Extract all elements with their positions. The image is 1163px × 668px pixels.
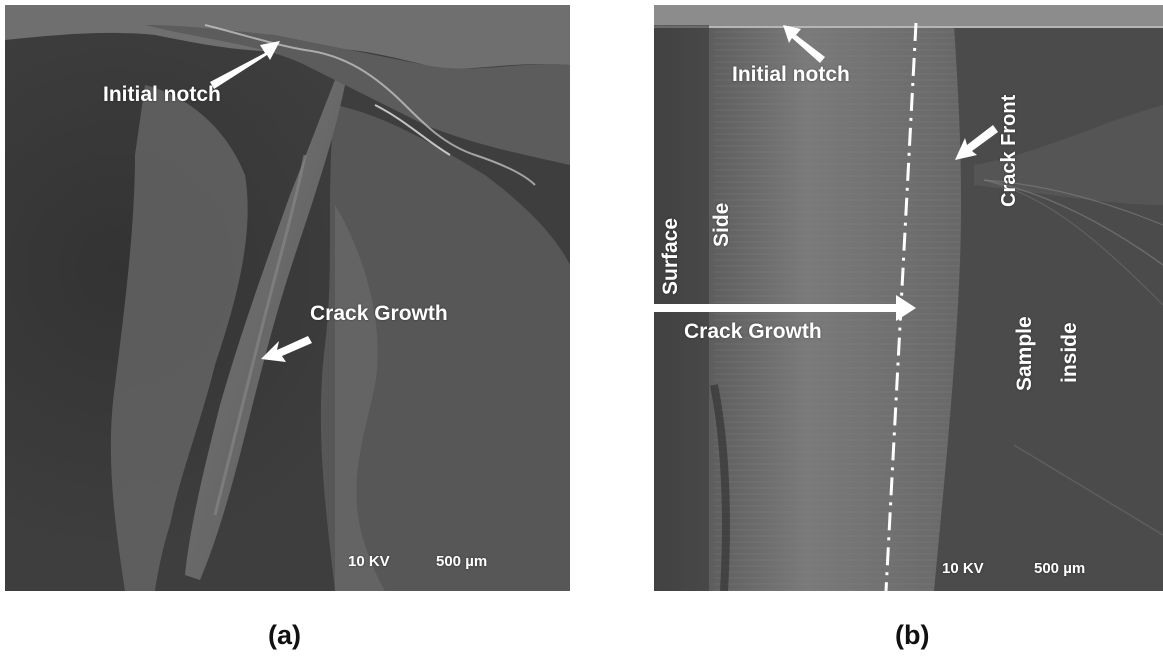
label-initial-notch-a: Initial notch (103, 83, 221, 106)
label-side-b: Side (710, 202, 733, 247)
label-crack-growth-b: Crack Growth (684, 320, 822, 343)
label-sample-b: Sample (1013, 316, 1036, 391)
label-kv-b: 10 KV (942, 560, 984, 577)
sem-micrograph-b (654, 5, 1163, 591)
sem-image-b: Initial notch Crack Front Surface Side C… (654, 5, 1163, 591)
label-kv-a: 10 KV (348, 553, 390, 570)
sem-micrograph-a (5, 5, 570, 591)
label-initial-notch-b: Initial notch (732, 63, 850, 86)
caption-b: (b) (895, 620, 930, 650)
label-surface-b: Surface (659, 217, 682, 295)
caption-a: (a) (268, 620, 301, 650)
label-crack-growth-a: Crack Growth (310, 302, 448, 325)
sem-image-a: Initial notch Crack Growth 10 KV 500 µm (5, 5, 570, 591)
label-inside-b: inside (1058, 322, 1081, 383)
label-scale-a: 500 µm (436, 553, 488, 570)
label-scale-b: 500 µm (1034, 560, 1086, 577)
label-crack-front-b: Crack Front (998, 94, 1020, 207)
